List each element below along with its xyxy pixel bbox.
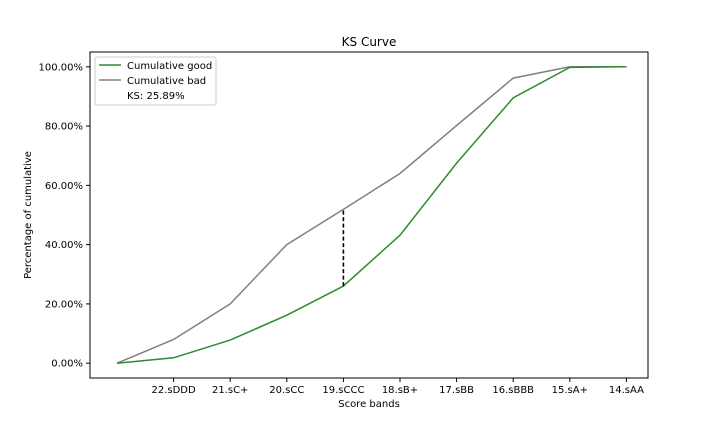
legend-label-ks: KS: 25.89% bbox=[127, 91, 185, 102]
x-axis: 22.sDDD 21.sC+ 20.sCC 19.sCCC 18.sB+ 17.sBB 16… bbox=[151, 378, 644, 396]
y-tick-label: 100.00% bbox=[39, 62, 84, 73]
y-tick-label: 80.00% bbox=[45, 122, 83, 133]
legend: Cumulative good Cumulative bad KS: 25.89… bbox=[94, 56, 217, 106]
plot-area bbox=[89, 51, 649, 379]
x-axis-label: Score bands bbox=[338, 399, 400, 410]
y-tick-label: 60.00% bbox=[45, 181, 83, 192]
x-tick-label: 19.sCCC bbox=[322, 385, 364, 396]
x-tick-label: 16.sBBB bbox=[492, 385, 534, 396]
legend-label-good: Cumulative good bbox=[127, 61, 212, 72]
plot-lines bbox=[116, 66, 627, 364]
series-line-good bbox=[116, 66, 627, 364]
x-tick-label: 14.sAA bbox=[609, 385, 644, 396]
x-tick-label: 21.sC+ bbox=[212, 385, 248, 396]
x-tick-label: 15.sA+ bbox=[552, 385, 588, 396]
y-tick-label: 0.00% bbox=[51, 359, 83, 370]
series-line-bad bbox=[116, 66, 627, 364]
y-axis-label: Percentage of cumulative bbox=[23, 151, 34, 279]
x-tick-label: 17.sBB bbox=[439, 385, 474, 396]
y-tick-label: 20.00% bbox=[45, 299, 83, 310]
x-tick-label: 18.sB+ bbox=[382, 385, 418, 396]
y-tick-label: 40.00% bbox=[45, 240, 83, 251]
y-axis: 0.00% 20.00% 40.00% 60.00% 80.00% 100.00% bbox=[39, 62, 90, 370]
x-tick-label: 22.sDDD bbox=[151, 385, 196, 396]
legend-label-bad: Cumulative bad bbox=[127, 76, 206, 87]
legend-box bbox=[94, 56, 217, 106]
x-tick-label: 20.sCC bbox=[269, 385, 304, 396]
chart-title: KS Curve bbox=[342, 35, 397, 49]
